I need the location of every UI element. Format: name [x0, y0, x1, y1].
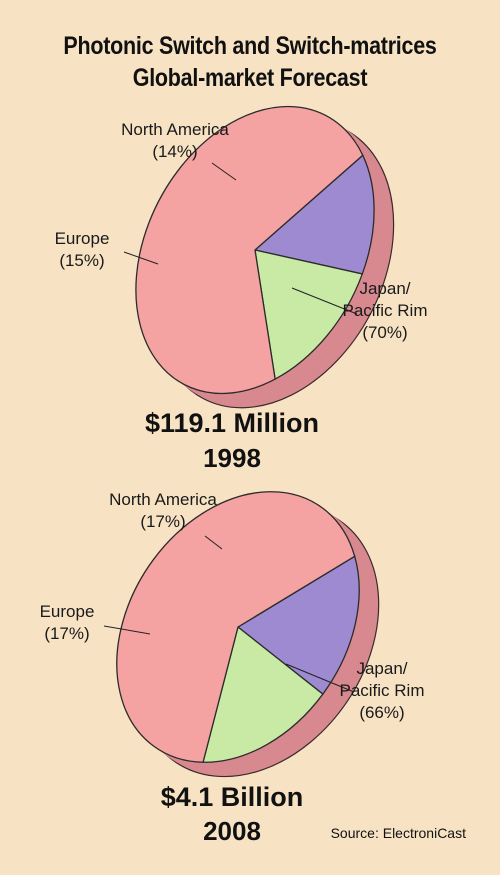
market-amount: $119.1 Million — [145, 408, 319, 438]
title-line-2: Global-market Forecast — [132, 64, 368, 92]
pie-slice-north-america — [253, 154, 375, 275]
pie-slice-europe — [202, 625, 324, 763]
leader-line — [204, 535, 223, 550]
slice-label: North America (17%) — [109, 490, 217, 531]
pie-slice-europe — [254, 249, 364, 381]
slice-label: Japan/Pacific Rim (66%) — [339, 659, 424, 722]
pie-chart-1998: North America (14%) Europe (15%) Japan/Pacif… — [55, 105, 428, 473]
leader-line — [103, 625, 151, 635]
slice-label: North America (14%) — [121, 120, 229, 161]
chart-title: Photonic Switch and Switch-matrices Glob… — [35, 30, 465, 94]
leader-line — [211, 162, 237, 181]
slice-label: Europe (17%) — [40, 602, 95, 643]
pie-slice-north-america — [236, 555, 360, 695]
market-year: 1998 — [203, 443, 261, 473]
pie-slice-japan — [135, 105, 364, 395]
slice-label: Japan/Pacific Rim (70%) — [342, 279, 427, 342]
title-line-1: Photonic Switch and Switch-matrices — [63, 32, 437, 60]
leader-line — [291, 287, 358, 315]
leader-line — [285, 663, 355, 693]
slice-label: Europe (15%) — [55, 229, 110, 270]
market-year: 2008 — [203, 816, 261, 846]
pie-chart-2008: North America (17%) Europe (17%) Japan/Pacif… — [40, 490, 425, 846]
market-amount: $4.1 Billion — [161, 782, 304, 812]
leader-line — [123, 251, 159, 265]
pie-slice-japan — [116, 491, 356, 763]
source-note: Source: ElectroniCast — [330, 825, 466, 841]
